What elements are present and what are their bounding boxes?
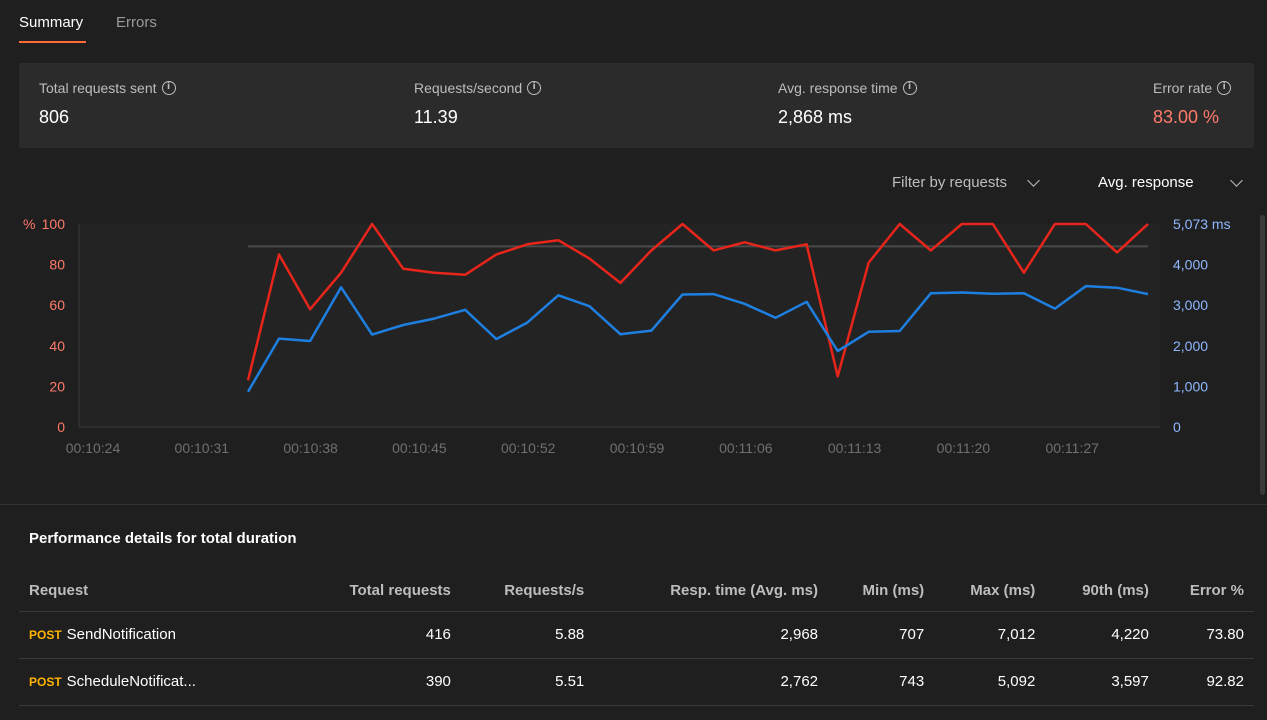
request-cell: POST SendNotification xyxy=(19,611,296,659)
column-header[interactable]: Request xyxy=(19,571,296,612)
tab-bar: Summary Errors xyxy=(0,0,1267,44)
column-header[interactable]: Resp. time (Avg. ms) xyxy=(594,571,829,612)
x-axis-tick-label: 00:10:31 xyxy=(175,440,230,456)
column-header[interactable]: Min (ms) xyxy=(828,571,935,612)
x-axis-tick-label: 00:11:20 xyxy=(937,440,991,456)
http-method-badge: POST xyxy=(29,628,62,642)
performance-title: Performance details for total duration xyxy=(29,530,297,547)
info-icon[interactable]: i xyxy=(527,81,542,95)
right-axis-tick-label: 4,000 xyxy=(1173,257,1208,273)
metric-dropdown[interactable]: Avg. response xyxy=(1098,173,1243,191)
x-axis-tick-label: 00:10:24 xyxy=(66,440,121,456)
stat-label-text: Requests/second xyxy=(414,80,523,96)
filter-by-requests-dropdown[interactable]: Filter by requests xyxy=(892,173,1040,191)
info-icon[interactable]: i xyxy=(161,81,176,95)
x-axis-tick-label: 00:11:13 xyxy=(828,440,882,456)
table-header-row: Request Total requests Requests/s Resp. … xyxy=(19,571,1254,612)
table-cell: 707 xyxy=(828,611,935,659)
left-axis-tick-label: 100 xyxy=(42,216,66,232)
tab-summary[interactable]: Summary xyxy=(19,14,84,31)
right-axis-tick-label: 1,000 xyxy=(1173,378,1208,394)
summary-stats-panel: Total requests sent i 806 Requests/secon… xyxy=(19,63,1254,148)
request-cell: POST ScheduleNotificat... xyxy=(19,658,296,706)
column-header[interactable]: Total requests xyxy=(295,571,461,612)
right-axis-tick-label: 2,000 xyxy=(1173,338,1208,354)
left-axis-tick-label: 80 xyxy=(49,257,65,273)
table-cell: 4,220 xyxy=(1045,611,1159,659)
right-axis-tick-label: 0 xyxy=(1173,419,1181,435)
left-axis-tick-label: 40 xyxy=(49,338,65,354)
table-row[interactable]: POST ScheduleNotificat... 390 5.51 2,762 … xyxy=(19,658,1254,706)
left-axis-tick-label: 20 xyxy=(49,378,65,394)
left-axis-unit-label: % xyxy=(23,216,35,232)
column-header[interactable]: Error % xyxy=(1158,571,1254,612)
table-cell: 92.82 xyxy=(1158,658,1254,706)
dropdown-label: Avg. response xyxy=(1098,174,1194,191)
error-rate-series-line xyxy=(246,222,1149,381)
info-icon[interactable]: i xyxy=(1217,81,1232,95)
stat-label: Requests/second i xyxy=(414,80,542,96)
tab-errors[interactable]: Errors xyxy=(116,14,157,31)
column-header[interactable]: 90th (ms) xyxy=(1045,571,1159,612)
performance-table: Request Total requests Requests/s Resp. … xyxy=(19,571,1254,706)
stat-value: 83.00 % xyxy=(1153,107,1220,127)
right-axis-tick-label: 5,073 ms xyxy=(1173,216,1231,232)
plot-background xyxy=(79,224,1160,427)
stat-label-text: Total requests sent xyxy=(39,80,157,96)
x-axis-tick-label: 00:10:52 xyxy=(501,440,556,456)
table-cell: 5,092 xyxy=(934,658,1046,706)
stat-label: Total requests sent i xyxy=(39,80,176,96)
stat-label-text: Avg. response time xyxy=(778,80,898,96)
table-cell: 743 xyxy=(828,658,935,706)
stat-label-text: Error rate xyxy=(1153,80,1213,96)
stat-value: 11.39 xyxy=(414,107,458,127)
table-cell: 5.51 xyxy=(460,658,595,706)
stat-label: Avg. response time i xyxy=(778,80,917,96)
scrollbar[interactable] xyxy=(1260,215,1265,495)
request-name: ScheduleNotificat... xyxy=(66,673,196,690)
x-axis-tick-label: 00:10:38 xyxy=(283,440,338,456)
table-cell: 7,012 xyxy=(934,611,1046,659)
x-axis-tick-label: 00:10:59 xyxy=(610,440,665,456)
left-axis-tick-label: 60 xyxy=(49,297,65,313)
table-cell: 2,762 xyxy=(594,658,829,706)
stat-label: Error rate i xyxy=(1153,80,1232,96)
table-cell: 2,968 xyxy=(594,611,829,659)
column-header[interactable]: Requests/s xyxy=(460,571,595,612)
http-method-badge: POST xyxy=(29,675,62,689)
response-chart-area: Filter by requests Avg. response 100 80 60… xyxy=(0,160,1267,504)
avg-response-series-line xyxy=(246,284,1149,393)
info-icon[interactable]: i xyxy=(902,81,917,95)
x-axis-tick-label: 00:11:06 xyxy=(719,440,773,456)
table-cell: 416 xyxy=(295,611,461,659)
dropdown-label: Filter by requests xyxy=(892,174,1008,191)
stat-value: 806 xyxy=(39,107,70,127)
request-name: SendNotification xyxy=(66,626,176,643)
section-divider xyxy=(0,504,1267,505)
right-axis-tick-label: 3,000 xyxy=(1173,297,1208,313)
x-axis-tick-label: 00:11:27 xyxy=(1045,440,1099,456)
line-chart: 100 80 60 40 20 0% 5,073 ms 4,000 3,000 2,000 1,00… xyxy=(23,216,1231,456)
table-row[interactable]: POST SendNotification 416 5.88 2,968 707 … xyxy=(19,611,1254,659)
table-cell: 390 xyxy=(295,658,461,706)
stat-value: 2,868 ms xyxy=(778,107,853,127)
active-tab-indicator xyxy=(19,41,86,43)
x-axis-tick-label: 00:10:45 xyxy=(392,440,447,456)
column-header[interactable]: Max (ms) xyxy=(934,571,1046,612)
table-cell: 73.80 xyxy=(1158,611,1254,659)
left-axis-tick-label: 0 xyxy=(57,419,65,435)
table-cell: 5.88 xyxy=(460,611,595,659)
table-cell: 3,597 xyxy=(1045,658,1159,706)
